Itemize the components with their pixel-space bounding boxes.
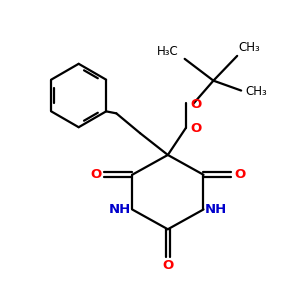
- Text: O: O: [190, 122, 201, 135]
- Text: O: O: [235, 168, 246, 181]
- Text: NH: NH: [109, 203, 131, 216]
- Text: CH₃: CH₃: [238, 41, 260, 55]
- Text: CH₃: CH₃: [245, 85, 267, 98]
- Text: H₃C: H₃C: [157, 45, 179, 58]
- Text: O: O: [190, 98, 201, 111]
- Text: NH: NH: [204, 203, 226, 216]
- Text: O: O: [90, 168, 101, 181]
- Text: O: O: [162, 260, 173, 272]
